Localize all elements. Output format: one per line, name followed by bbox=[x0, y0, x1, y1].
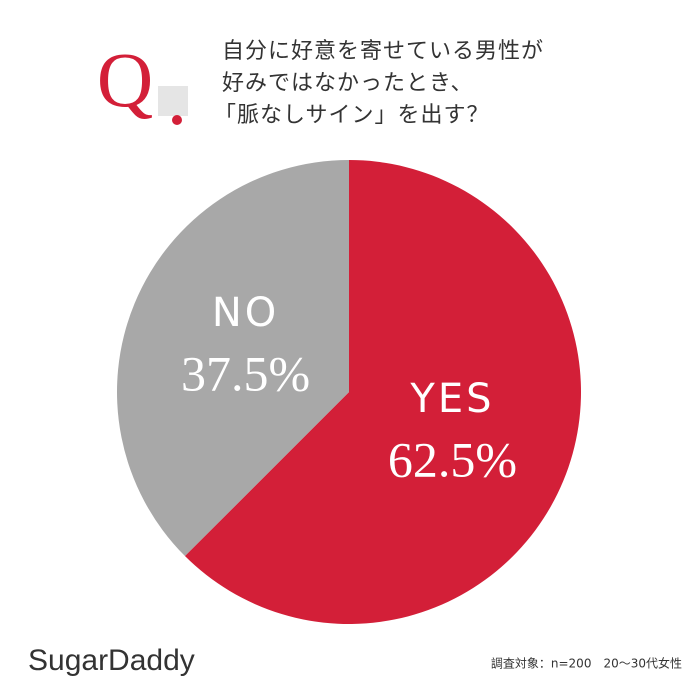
pie-slice bbox=[117, 160, 349, 557]
brand-logo: SugarDaddy bbox=[28, 644, 195, 677]
title-line: 「脈なしサイン」を出す？ bbox=[214, 103, 490, 128]
slice-category: YES bbox=[409, 376, 494, 422]
title-line: 自分に好意を寄せている男性が bbox=[222, 39, 544, 64]
q-dot bbox=[172, 115, 182, 125]
footnote: 調査対象：n=200 20～30代女性 bbox=[491, 656, 682, 671]
slice-category: NO bbox=[212, 290, 279, 336]
pie-slice bbox=[184, 160, 581, 624]
slice-value: 37.5% bbox=[181, 346, 310, 402]
slice-value: 62.5% bbox=[388, 431, 517, 487]
title-line: 好みではなかったとき、 bbox=[222, 71, 473, 96]
question-mark: Q bbox=[97, 36, 153, 123]
q-box bbox=[158, 86, 188, 116]
